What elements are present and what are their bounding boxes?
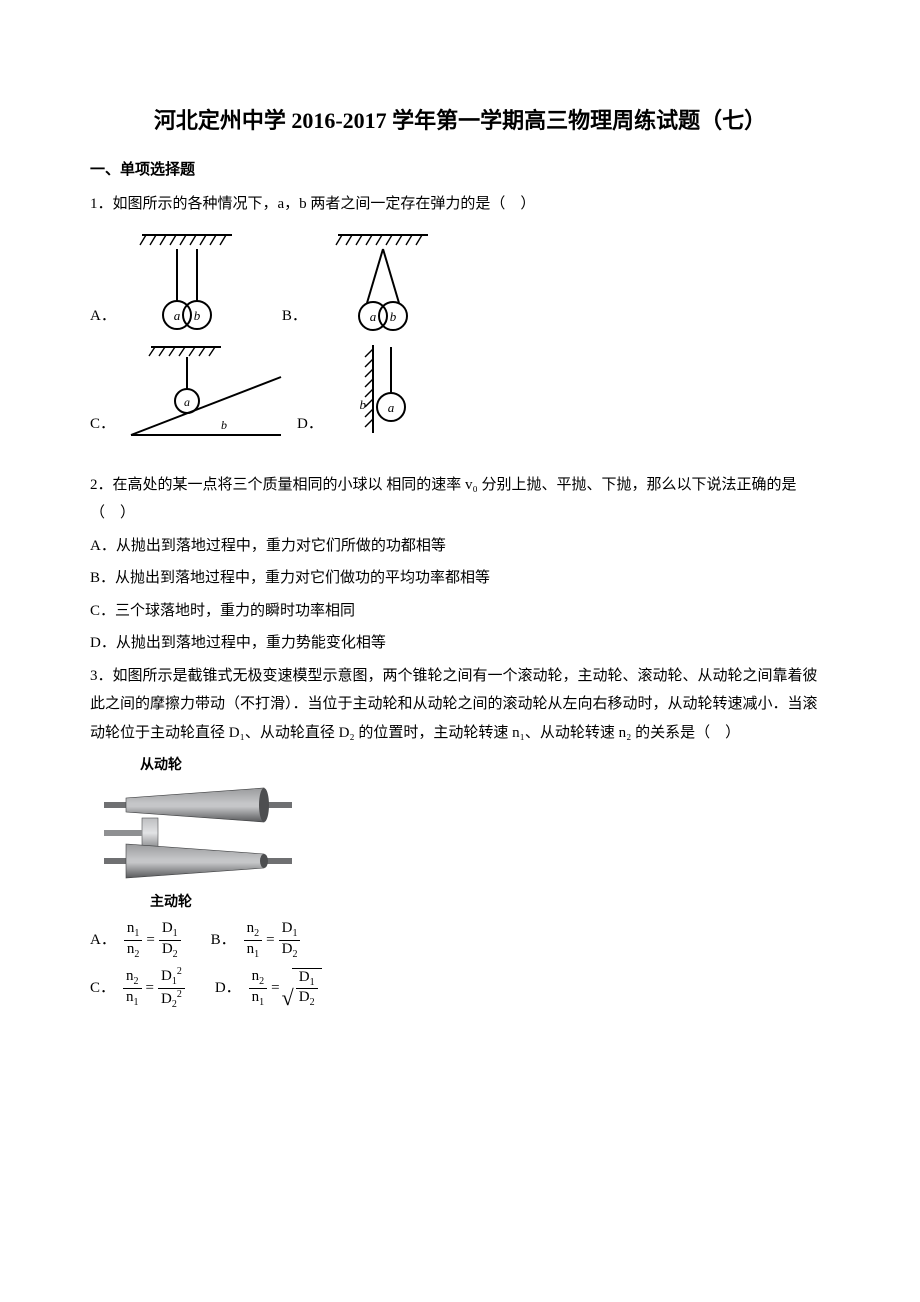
q1-label-c: C． — [90, 410, 115, 439]
q1-row-ab: A． a b B． — [90, 223, 830, 333]
q1-label-b: B． — [282, 302, 307, 331]
q3-opt-d: D． n2n1 = √ D1D2 — [215, 968, 322, 1009]
q2-opt-d: D．从抛出到落地过程中，重力势能变化相等 — [90, 629, 830, 658]
q3-opt-c: C． n2n1 = D12 D22 — [90, 966, 187, 1010]
q1-fig-c: a b — [121, 337, 291, 441]
q1-label-d: D． — [297, 410, 323, 439]
cone-top-label: 从动轮 — [140, 751, 830, 778]
q1-stem: 1．如图所示的各种情况下，a，b 两者之间一定存在弹力的是（ ） — [90, 190, 830, 219]
q3-opt-a: A． n1n2 = D1D2 — [90, 920, 183, 960]
q2-opt-a: A．从抛出到落地过程中，重力对它们所做的功都相等 — [90, 532, 830, 561]
q3-figure: 从动轮 — [104, 751, 830, 914]
q2-opt-b: B．从抛出到落地过程中，重力对它们做功的平均功率都相等 — [90, 564, 830, 593]
q3-options-row1: A． n1n2 = D1D2 B． n2n1 = D1D2 — [90, 920, 830, 960]
q1-label-a: A． — [90, 302, 116, 331]
svg-text:b: b — [359, 397, 366, 412]
q2-stem: 2．在高处的某一点将三个质量相同的小球以 相同的速率 v₀ 分别上抛、平抛、下抛… — [90, 471, 830, 528]
svg-text:a: a — [184, 395, 190, 409]
svg-text:a: a — [174, 308, 181, 323]
svg-text:b: b — [194, 308, 201, 323]
q1-row-cd: C． a b D． — [90, 337, 830, 441]
q1-fig-a: a b — [122, 223, 252, 333]
q3-opt-b: B． n2n1 = D1D2 — [211, 920, 303, 960]
svg-text:b: b — [221, 418, 227, 432]
q2-opt-c: C．三个球落地时，重力的瞬时功率相同 — [90, 597, 830, 626]
section-heading: 一、单项选择题 — [90, 156, 830, 185]
q3-options-row2: C． n2n1 = D12 D22 D． n2n1 = √ D1D2 — [90, 966, 830, 1010]
svg-text:a: a — [388, 400, 395, 415]
page-title: 河北定州中学 2016-2017 学年第一学期高三物理周练试题（七） — [90, 100, 830, 142]
q1-fig-b: a b — [313, 223, 453, 333]
q3-stem: 3．如图所示是截锥式无极变速模型示意图，两个锥轮之间有一个滚动轮，主动轮、滚动轮… — [90, 662, 830, 748]
q1-fig-d: a b — [329, 337, 439, 441]
cone-bottom-label: 主动轮 — [150, 888, 830, 915]
svg-text:b: b — [390, 309, 397, 324]
svg-text:a: a — [370, 309, 377, 324]
